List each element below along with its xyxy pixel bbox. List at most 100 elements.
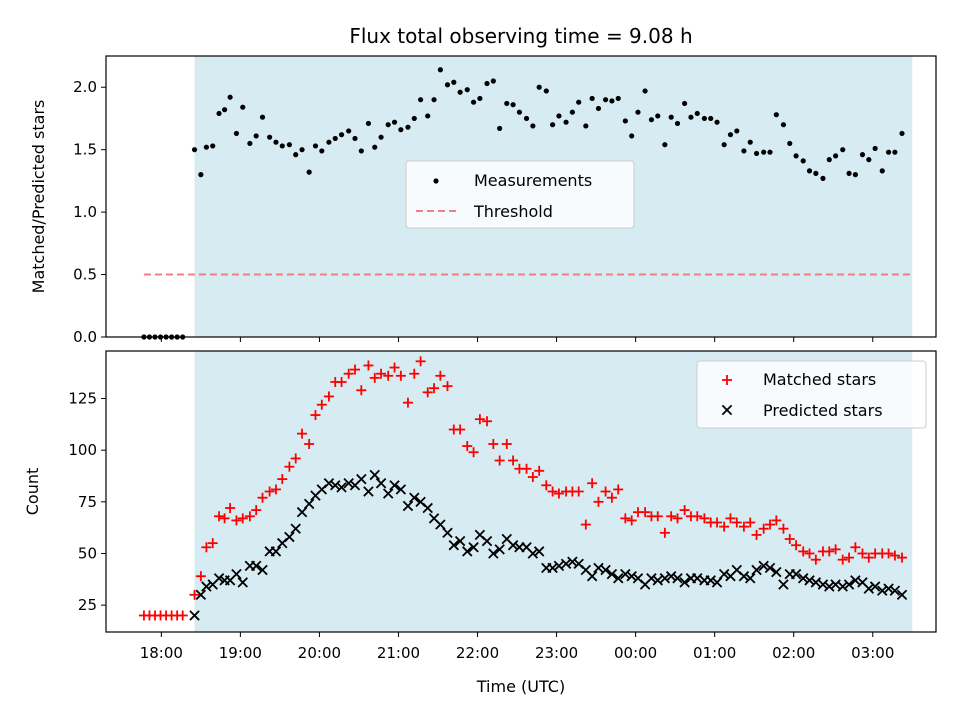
cross-b: [527, 548, 539, 559]
cross-b: [586, 570, 598, 582]
matched-star-point: [824, 546, 835, 557]
matched-star-point: [593, 496, 604, 507]
predicted-star-point: [771, 566, 782, 578]
cross-b: [415, 496, 426, 508]
predicted-star-point: [369, 469, 380, 481]
measurement-point: [655, 113, 661, 119]
measurement-point: [688, 114, 694, 120]
predicted-star-point: [626, 570, 637, 582]
cross-b: [863, 583, 875, 594]
measurement-point: [714, 119, 720, 125]
predicted-star-point: [646, 573, 657, 584]
cross-b: [560, 558, 572, 570]
measurement-point: [470, 99, 477, 105]
matched-star-point: [189, 589, 200, 600]
measurement-point: [510, 102, 516, 108]
y-tick-label: 2.0: [73, 78, 97, 96]
predicted-star-point: [409, 492, 420, 503]
matched-star-point: [613, 484, 624, 495]
measurement-point: [622, 118, 628, 124]
cross-b: [533, 546, 545, 557]
y-tick-label: 50: [78, 544, 97, 562]
predicted-star-point: [665, 570, 677, 582]
measurement-point: [259, 114, 266, 120]
predicted-star-point: [883, 583, 894, 594]
matched-star-point: [270, 484, 281, 495]
measurement-point: [885, 149, 892, 155]
cross-b: [731, 564, 743, 576]
measurement-point: [216, 110, 222, 117]
measurement-point: [523, 115, 530, 122]
predicted-star-point: [201, 581, 212, 592]
predicted-star-point: [375, 477, 387, 489]
predicted-star-point: [290, 523, 301, 534]
matched-star-point: [177, 610, 188, 621]
matched-star-point: [889, 550, 900, 561]
top-legend: Measurements Threshold: [405, 160, 635, 229]
matched-star-point: [277, 474, 288, 485]
measurement-point: [365, 120, 372, 127]
measurement-point: [563, 119, 569, 125]
predicted-star-point: [751, 564, 762, 576]
matched-star-point: [244, 511, 255, 522]
measurement-point: [753, 150, 760, 157]
matched-star-point: [844, 552, 855, 563]
matched-star-point: [207, 538, 218, 549]
matched-star-point: [195, 571, 206, 582]
y-tick-label: 1.5: [73, 141, 97, 159]
predicted-star-point: [711, 577, 723, 588]
measurement-point: [319, 148, 325, 154]
cross-b: [620, 568, 631, 580]
cross-b: [837, 581, 848, 592]
cross-b: [705, 575, 716, 586]
measurement-point: [556, 113, 562, 119]
y-tick-label: 25: [78, 596, 97, 614]
measurement-point: [747, 139, 753, 145]
cross-b: [877, 585, 888, 596]
cross-b: [237, 577, 248, 588]
predicted-star-point: [778, 579, 789, 590]
cross-b: [382, 488, 394, 499]
cross-b: [804, 575, 815, 586]
matched-star-point: [541, 480, 552, 491]
matched-star-point: [547, 486, 558, 497]
measurement-point: [682, 100, 688, 107]
predicted-star-point: [600, 564, 611, 576]
measurement-point: [787, 140, 793, 147]
measurement-point: [708, 115, 714, 122]
predicted-star-point: [454, 535, 466, 547]
measurement-point: [490, 78, 496, 84]
measurement-point: [820, 175, 826, 181]
matched-star-point: [369, 372, 380, 383]
matched-star-point: [395, 370, 406, 381]
measurement-point: [648, 117, 655, 123]
cross-b: [711, 577, 723, 588]
measurement-point: [352, 135, 358, 142]
predicted-star-point: [738, 570, 750, 582]
predicted-star-point: [817, 579, 829, 590]
measurement-point: [253, 133, 259, 139]
matched-star-point: [409, 368, 420, 379]
predicted-star-point: [790, 568, 802, 580]
cross-b: [481, 535, 493, 547]
predicted-star-point: [213, 573, 225, 584]
matched-star-point: [237, 513, 248, 524]
measurement-point: [701, 115, 707, 122]
matched-star-point: [771, 515, 782, 526]
measurement-point: [668, 114, 674, 120]
legend-box: [405, 160, 635, 229]
measurement-point: [826, 157, 832, 163]
measurement-point: [203, 144, 209, 150]
x-tick-label: 21:00: [377, 644, 420, 662]
measurement-point: [372, 144, 378, 150]
cross-b: [580, 564, 592, 576]
predicted-star-point: [758, 560, 769, 572]
cross-b: [270, 546, 282, 557]
cross-b: [665, 570, 677, 582]
measurement-point: [793, 153, 799, 159]
matched-star-point: [389, 362, 400, 373]
predicted-star-point: [547, 562, 558, 574]
matched-star-point: [257, 492, 268, 503]
matched-star-point: [356, 385, 367, 396]
bottom-legend: Matched stars Predicted stars: [696, 360, 927, 429]
